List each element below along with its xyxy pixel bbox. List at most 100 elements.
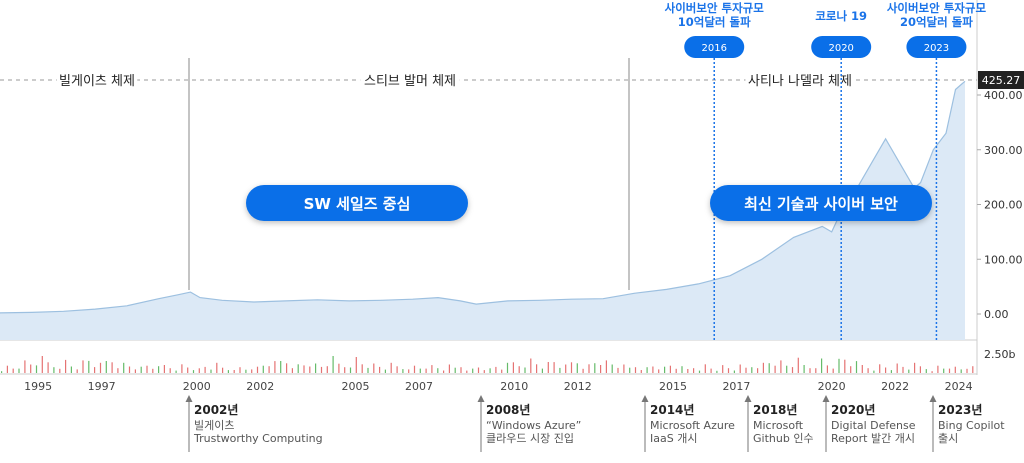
volume-bar (838, 358, 840, 373)
event-pill-text: 2020 (828, 43, 853, 54)
volume-bar (553, 362, 555, 373)
event-pill-text: 2016 (702, 43, 727, 54)
volume-bar (448, 364, 450, 373)
volume-bar (791, 367, 794, 373)
volume-bar (530, 358, 532, 373)
phase-pill-label: 최신 기술과 사이버 보안 (744, 195, 898, 213)
last-price-label: 425.27 (982, 74, 1021, 87)
volume-bar (925, 369, 927, 373)
volume-bar (169, 368, 171, 373)
volume-bar (861, 365, 863, 373)
x-tick-label: 2012 (564, 380, 592, 393)
milestone-text: Bing Copilot (938, 419, 1005, 432)
milestone-text: Digital Defense (831, 419, 916, 432)
volume-bar (320, 366, 323, 373)
y-tick-label: 100.00 (984, 253, 1023, 266)
volume-bar (30, 364, 32, 373)
volume-bar (286, 363, 288, 373)
volume-bar (419, 368, 421, 373)
volume-bar (972, 366, 974, 373)
volume-bar (146, 365, 148, 373)
x-tick-label: 2010 (500, 380, 528, 393)
milestone-year: 2008년 (486, 403, 530, 417)
volume-bar (291, 368, 293, 373)
volume-bar (82, 360, 84, 373)
volume-bar (88, 360, 90, 373)
volume-bar (762, 362, 764, 373)
volume-bar (768, 363, 770, 373)
milestone-text: Trustworthy Computing (193, 432, 323, 445)
volume-bar (600, 365, 602, 373)
milestone-text: 출시 (938, 432, 958, 445)
volume-bar (123, 362, 125, 373)
volume-bar (669, 365, 671, 373)
volume-scale-label: 2.50b (984, 348, 1015, 361)
volume-bar (873, 370, 875, 373)
volume-bar (495, 366, 497, 373)
phase-pill (246, 185, 468, 221)
volume-bar (12, 368, 14, 373)
volume-bar (646, 367, 648, 373)
volume-bar (698, 370, 701, 373)
volume-bar (931, 371, 933, 373)
era-label-bg (360, 71, 460, 89)
volume-bar (204, 366, 206, 373)
volume-bar (128, 366, 131, 373)
volume-bar (18, 368, 20, 373)
volume-bar (948, 368, 951, 373)
volume-bar (239, 367, 241, 373)
volume-bar (896, 363, 898, 373)
y-tick-label: 0.00 (984, 308, 1009, 321)
volume-bar (94, 367, 96, 373)
volume-bar (227, 370, 229, 373)
volume-bar (774, 365, 776, 373)
volume-bar (210, 369, 212, 373)
volume-bar (512, 362, 514, 373)
milestone-text: Microsoft Azure (650, 419, 735, 432)
volume-bar (361, 364, 363, 373)
phase-pill-label: SW 세일즈 중심 (304, 195, 411, 213)
x-tick-label: 1997 (88, 380, 116, 393)
volume-bar (506, 362, 509, 373)
volume-bar (914, 362, 916, 373)
volume-bar (739, 364, 741, 373)
volume-bar (105, 361, 107, 373)
volume-bar (192, 370, 195, 373)
milestone-arrow (477, 395, 485, 402)
milestone-text: “Windows Azure” (486, 419, 581, 432)
milestone-arrow (822, 395, 830, 402)
volume-bar (53, 367, 55, 373)
volume-bar (850, 366, 852, 373)
event-title: 사이버보안 투자규모 (665, 1, 765, 15)
volume-bar (570, 362, 573, 373)
milestone-text: Microsoft (753, 419, 804, 432)
volume-bar (640, 370, 642, 373)
volume-bar (379, 366, 381, 373)
volume-bar (745, 367, 747, 373)
volume-bar (35, 365, 38, 373)
volume-bar (425, 368, 427, 373)
x-tick-label: 2017 (722, 380, 750, 393)
volume-bar (245, 369, 247, 373)
volume-bar (855, 361, 858, 373)
volume-bar (541, 368, 543, 373)
milestone-text: Github 인수 (753, 432, 814, 445)
milestone-year: 2014년 (650, 403, 694, 417)
volume-bar (384, 369, 386, 373)
volume-bar (367, 367, 369, 373)
volume-group (1, 356, 974, 373)
volume-bar (262, 365, 264, 373)
volume-bar (902, 366, 904, 373)
volume-bar (158, 366, 160, 373)
volume-bar (256, 366, 259, 373)
volume-bar (117, 368, 119, 373)
volume-bar (390, 362, 392, 373)
volume-bar (408, 369, 410, 373)
y-tick-label: 300.00 (984, 144, 1023, 157)
last-price-badge (978, 71, 1024, 89)
volume-bar (349, 367, 352, 373)
price-area (0, 81, 965, 341)
x-tick-label: 1995 (24, 380, 52, 393)
